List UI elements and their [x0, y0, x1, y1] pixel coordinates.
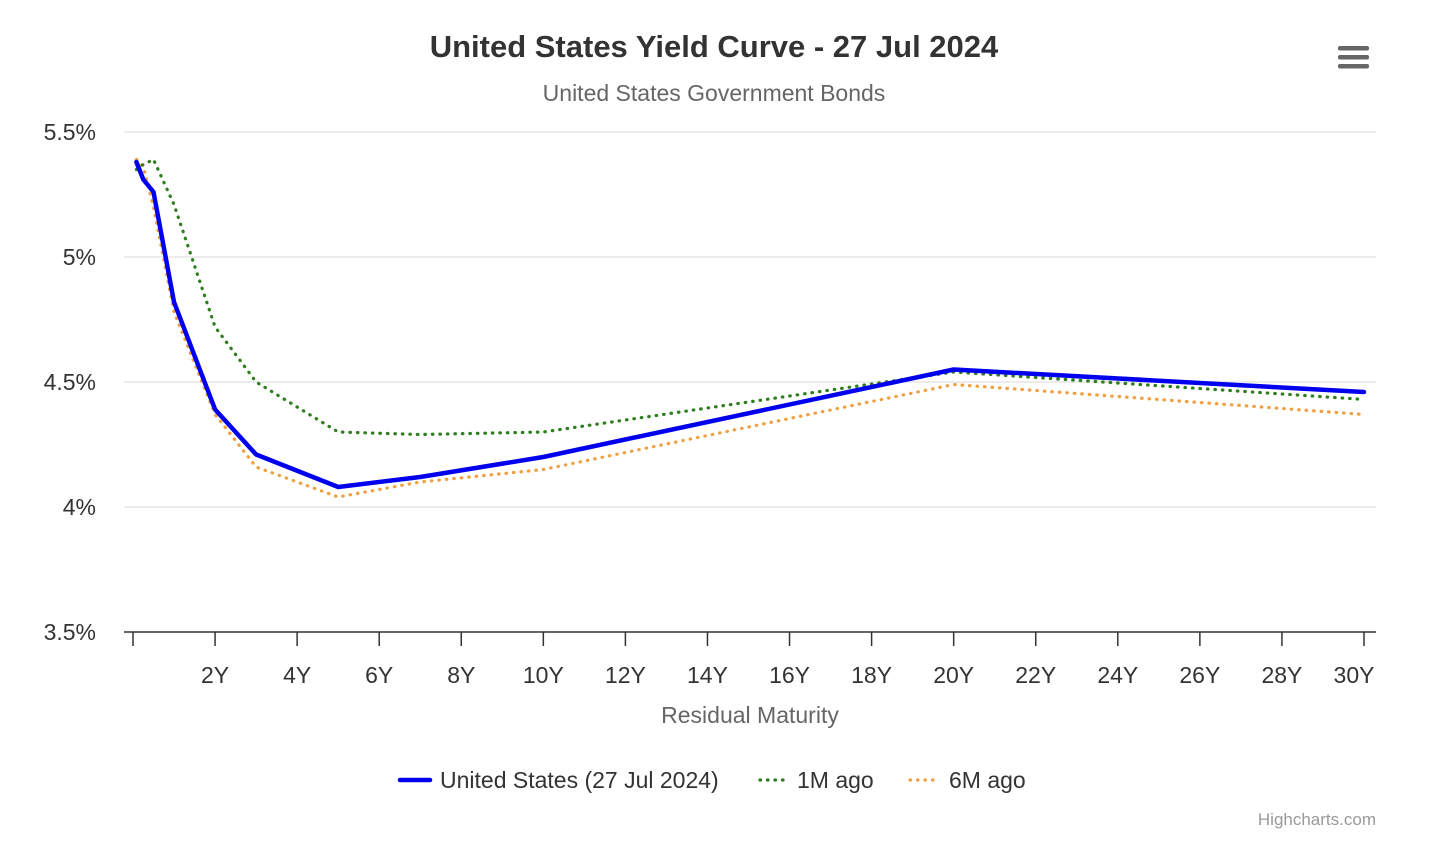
y-tick-label: 3.5%	[44, 619, 96, 645]
x-tick-label: 26Y	[1179, 662, 1220, 688]
legend: United States (27 Jul 2024) 1M ago 6M ago	[397, 767, 1026, 793]
series-line-0[interactable]	[134, 159, 1367, 490]
x-tick-label: 18Y	[851, 662, 892, 688]
hamburger-menu-icon[interactable]	[1330, 40, 1376, 76]
x-tick-label: 14Y	[687, 662, 728, 688]
x-tick-label: 28Y	[1261, 662, 1302, 688]
gridlines	[124, 131, 1376, 508]
x-tick-label: 22Y	[1015, 662, 1056, 688]
legend-label: 6M ago	[949, 767, 1026, 793]
x-tick-label: 30Y	[1334, 662, 1375, 688]
x-tick-label: 16Y	[769, 662, 810, 688]
x-tick-label: 10Y	[523, 662, 564, 688]
x-tick-label: 20Y	[933, 662, 974, 688]
y-axis-labels: 5.5% 5% 4.5% 4% 3.5%	[44, 119, 96, 645]
x-axis: 2Y 4Y 6Y 8Y 10Y 12Y 14Y 16Y 18Y 20Y 22Y 24Y 26Y 28Y 30…	[124, 631, 1376, 688]
legend-label: 1M ago	[797, 767, 874, 793]
chart-title: United States Yield Curve - 27 Jul 2024	[430, 29, 999, 64]
y-tick-label: 4.5%	[44, 369, 96, 395]
x-axis-title: Residual Maturity	[661, 702, 839, 728]
x-tick-label: 2Y	[201, 662, 229, 688]
legend-label: United States (27 Jul 2024)	[440, 767, 719, 793]
series-lines	[134, 157, 1367, 499]
credits-link[interactable]: Highcharts.com	[1258, 810, 1376, 829]
series-line-1[interactable]	[134, 157, 1366, 437]
legend-item-2[interactable]: 6M ago	[908, 767, 1026, 793]
x-tick-label: 24Y	[1097, 662, 1138, 688]
chart-subtitle: United States Government Bonds	[543, 80, 886, 106]
x-tick-label: 8Y	[447, 662, 475, 688]
y-tick-label: 4%	[63, 494, 96, 520]
y-tick-label: 5.5%	[44, 119, 96, 145]
series-line-2[interactable]	[134, 157, 1366, 499]
x-tick-label: 6Y	[365, 662, 393, 688]
x-tick-label: 12Y	[605, 662, 646, 688]
legend-item-0[interactable]: United States (27 Jul 2024)	[397, 767, 719, 793]
legend-item-1[interactable]: 1M ago	[758, 767, 874, 793]
y-tick-label: 5%	[63, 244, 96, 270]
x-tick-label: 4Y	[283, 662, 311, 688]
